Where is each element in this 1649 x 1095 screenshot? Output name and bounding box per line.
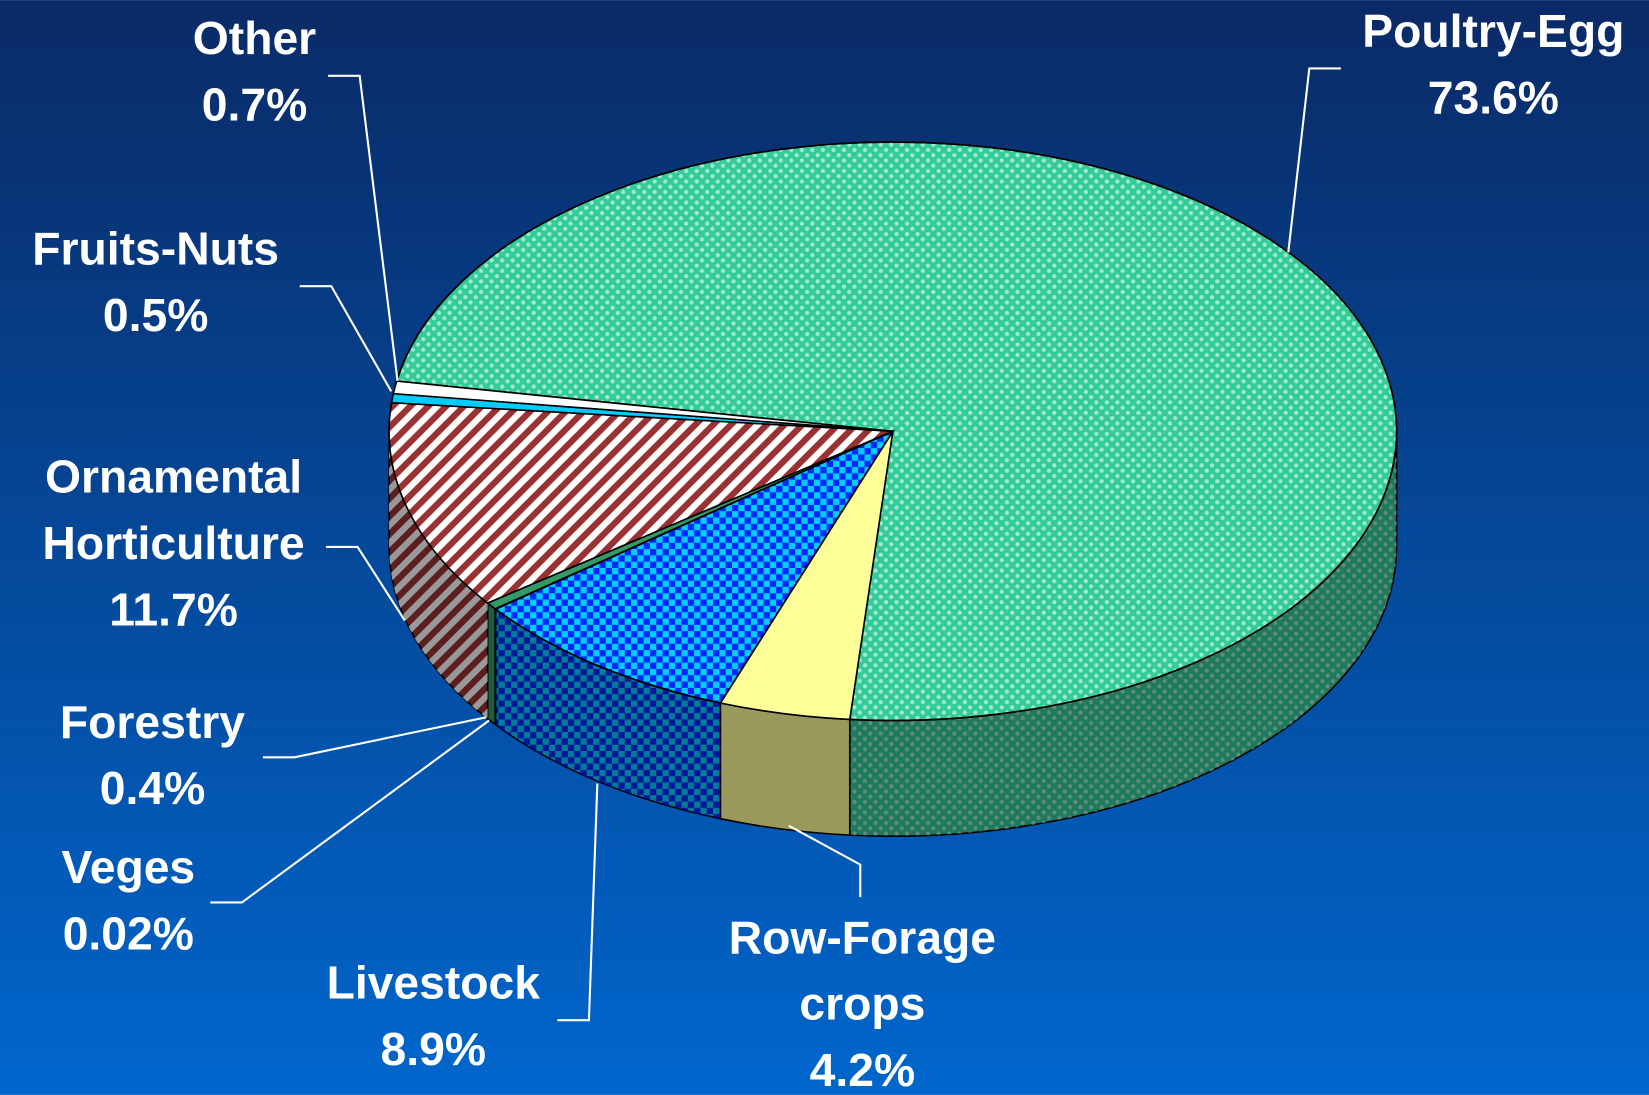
slice-side-shade (495, 609, 721, 819)
category-label: Row-Forage crops (729, 912, 996, 1030)
slice (392, 380, 893, 433)
leader-line (326, 545, 406, 622)
leader-line (1287, 67, 1341, 253)
value-label: 8.9% (381, 1023, 486, 1075)
category-label: Fruits-Nuts (32, 223, 279, 275)
value-label: 4.2% (810, 1044, 915, 1095)
slice-pattern (395, 141, 1398, 722)
slice-pattern (388, 401, 894, 604)
leader-line (788, 824, 862, 898)
category-label: Other (193, 12, 316, 64)
slice-side-pattern (849, 431, 1397, 837)
value-label: 73.6% (1428, 71, 1559, 123)
slice-side-pattern (495, 609, 721, 819)
slice-side-pattern (389, 431, 488, 719)
slice-side-shade (720, 703, 850, 836)
leader-line (557, 783, 599, 1022)
value-label: 11.7% (109, 583, 238, 635)
pie-tops (388, 141, 1398, 722)
leader-line (262, 716, 487, 759)
leader-line (299, 285, 393, 392)
value-label: 0.02% (63, 907, 194, 959)
category-label: Ornamental Horticulture (42, 451, 304, 569)
category-label: Livestock (327, 957, 541, 1009)
slice-side-shade (487, 603, 496, 725)
slice-side-shade (389, 431, 488, 719)
leader-line (210, 719, 490, 904)
category-label: Veges (61, 841, 195, 893)
slice-side-shade (849, 431, 1397, 837)
category-label: Forestry (60, 696, 245, 748)
slice-pattern (494, 429, 895, 704)
pie-sides (388, 431, 1398, 837)
leader-line (328, 74, 399, 381)
category-label: Poultry-Egg (1362, 5, 1624, 57)
value-label: 0.5% (103, 289, 208, 341)
value-label: 0.7% (202, 79, 307, 131)
labels: Poultry-Egg 73.6% Row-Forage crops 4.2% Lives… (32, 5, 1624, 1095)
value-label: 0.4% (100, 762, 205, 814)
